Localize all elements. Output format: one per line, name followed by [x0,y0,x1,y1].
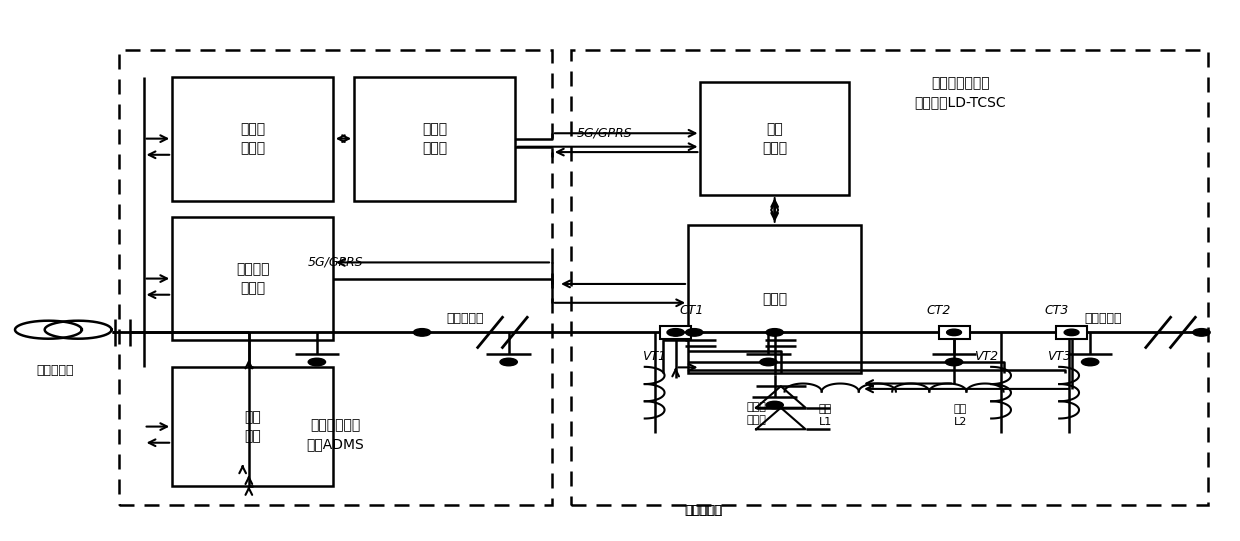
Circle shape [1064,329,1079,335]
Text: CT1: CT1 [680,305,704,318]
Circle shape [500,358,517,366]
Text: 控制器: 控制器 [763,292,787,306]
Text: 负荷中枢点: 负荷中枢点 [686,504,723,517]
Bar [119,50,552,505]
Text: CT3: CT3 [1044,305,1069,318]
Text: 低压配电型串联
补偿装置LD-TCSC: 低压配电型串联 补偿装置LD-TCSC [914,76,1006,110]
Text: 电感
L1: 电感 L1 [818,404,832,427]
Text: 智能
电表: 智能 电表 [244,410,260,443]
Text: 可控硅
晶闸管: 可控硅 晶闸管 [746,401,766,425]
Bar [172,217,334,340]
Bar [1056,326,1087,339]
Bar [701,82,849,195]
Bar [172,367,334,486]
Circle shape [1081,358,1099,366]
Text: 5G/GPRS: 5G/GPRS [309,256,363,269]
Circle shape [766,328,784,336]
Circle shape [1193,328,1210,336]
Text: 电压优
化控制: 电压优 化控制 [422,122,446,155]
Bar [688,225,862,373]
Bar [939,326,970,339]
Bar [660,326,691,339]
Text: 配电网状
态估计: 配电网状 态估计 [236,262,269,295]
Text: 负荷中枢点: 负荷中枢点 [684,504,722,517]
Text: 历史
数据库: 历史 数据库 [763,122,787,155]
Bar [570,50,1208,505]
Circle shape [686,328,703,336]
Text: 负荷中枢点: 负荷中枢点 [1084,313,1121,326]
Text: 电感
L2: 电感 L2 [954,404,967,427]
Text: 配电变压器: 配电变压器 [36,364,73,377]
Circle shape [945,358,962,366]
Circle shape [766,401,784,409]
Text: CT2: CT2 [926,305,951,318]
Text: VT3: VT3 [1047,350,1071,363]
Text: 供电中枢点: 供电中枢点 [446,313,485,326]
Text: VT1: VT1 [642,350,666,363]
Circle shape [668,329,683,335]
Circle shape [309,358,326,366]
Circle shape [413,328,430,336]
Circle shape [760,358,777,366]
Text: 潮流优
化计算: 潮流优 化计算 [241,122,265,155]
Circle shape [946,329,961,335]
Text: 5G/GPRS: 5G/GPRS [577,127,632,140]
Text: 先进配电管理
系统ADMS: 先进配电管理 系统ADMS [306,418,365,451]
Text: VT2: VT2 [973,350,998,363]
Circle shape [667,328,684,336]
Bar [353,77,515,201]
Bar [172,77,334,201]
